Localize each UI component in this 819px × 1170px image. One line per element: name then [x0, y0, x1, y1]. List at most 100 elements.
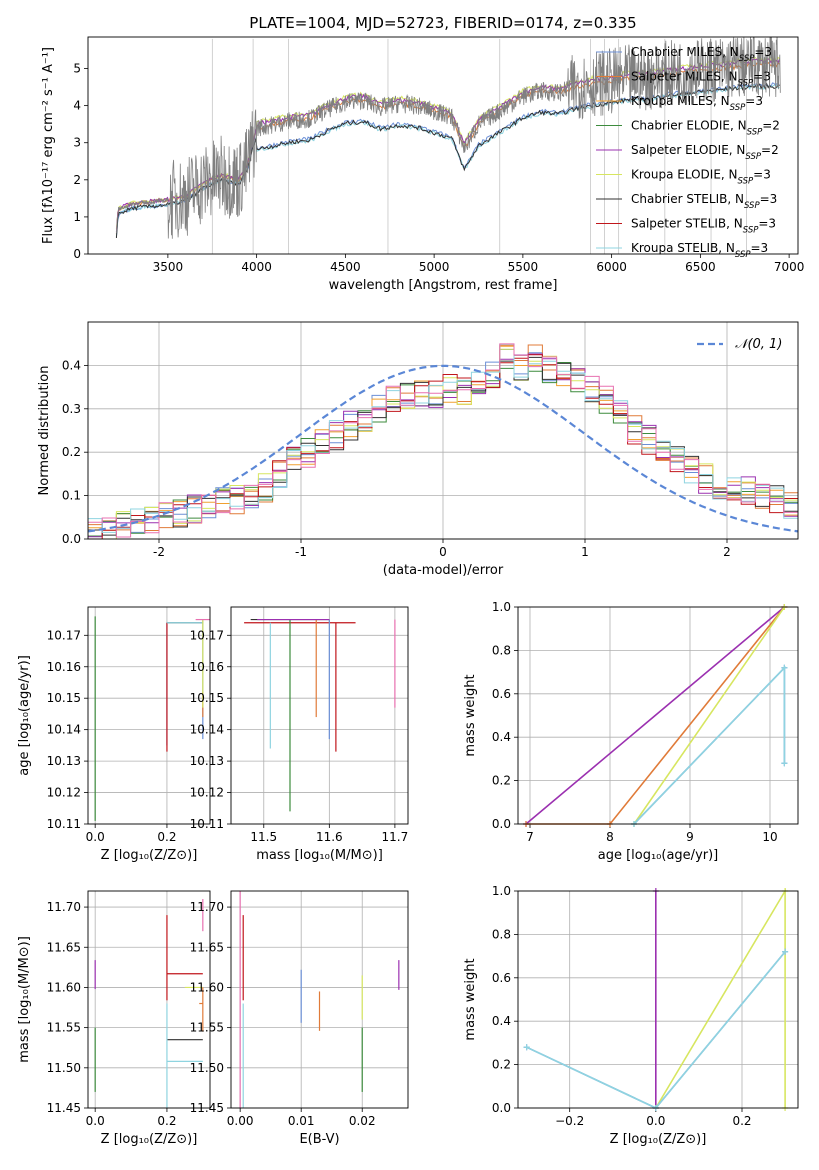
y-tick-label: 11.70: [47, 900, 81, 914]
y-tick-label: 0.4: [492, 1014, 511, 1028]
x-tick-label: 0.00: [227, 1114, 254, 1128]
legend-label-main: Kroupa MILES, N: [631, 94, 730, 108]
y-axis-label: Flux [fλ10⁻¹⁷ erg cm⁻² s⁻¹ A⁻¹]: [41, 47, 56, 244]
x-tick-label: 11.6: [316, 830, 343, 844]
x-tick-label: 4000: [241, 260, 272, 274]
y-tick-label: 10.17: [190, 628, 224, 642]
x-tick-label: 10: [762, 830, 777, 844]
legend-label-main: Kroupa STELIB, N: [631, 241, 735, 255]
legend-label-sub: SSP: [739, 54, 755, 64]
legend-label-suffix: =3: [753, 168, 771, 182]
legend-label: Kroupa MILES, NSSP=3: [631, 94, 763, 113]
y-tick-label: 0.8: [492, 643, 511, 657]
y-tick-label: 0.6: [492, 687, 511, 701]
axes-frame: [87, 36, 799, 255]
mass-weight-marker: [781, 664, 788, 671]
y-tick-label: 0.2: [492, 1058, 511, 1072]
legend-label-suffix: =2: [761, 143, 779, 157]
x-tick-label: 0.01: [288, 1114, 315, 1128]
x-tick-label: 6000: [596, 260, 627, 274]
legend-label-sub: SSP: [744, 201, 760, 211]
x-tick-label: 7000: [774, 260, 805, 274]
mass-weight-vs-age-panel: 7 8 9 10 0.0 0.2 0.4 0.6 0.8 1.0 age [log₁₀(age/yr…: [463, 600, 799, 863]
legend-label: Salpeter ELODIE, NSSP=2: [631, 143, 779, 162]
spectrum-lines: [115, 37, 781, 254]
mass-weight-vs-z-panel: −0.2 0.0 0.2 0.0 0.2 0.4 0.6 0.8 1.0 Z [log₁₀(Z/Z…: [463, 884, 799, 1147]
x-tick-label: 5000: [419, 260, 450, 274]
legend-label-suffix: =3: [745, 94, 763, 108]
histograms: [88, 343, 798, 539]
legend-label-sub: SSP: [730, 103, 746, 113]
legend-label: Chabrier ELODIE, NSSP=2: [631, 119, 780, 138]
y-tick-label: 10.11: [47, 817, 81, 831]
y-tick-label: 10.14: [47, 723, 81, 737]
y-tick-label: 10.15: [190, 691, 224, 705]
legend-label-sub: SSP: [745, 152, 761, 162]
x-tick-label: 0.0: [86, 1114, 105, 1128]
y-tick-label: 3: [73, 136, 81, 150]
x-tick-label: -2: [153, 545, 165, 559]
y-tick-label: 11.50: [47, 1061, 81, 1075]
x-tick-label: 0.2: [157, 1114, 176, 1128]
legend-label-main: Salpeter MILES, N: [631, 70, 738, 84]
data-spectrum-line: [116, 37, 781, 239]
legend-label-suffix: =3: [753, 70, 771, 84]
y-tick-label: 11.60: [190, 980, 224, 994]
mass-weight-line: [633, 606, 786, 825]
y-tick-label: 11.50: [190, 1061, 224, 1075]
y-tick-label: 0.1: [62, 489, 81, 503]
y-tick-label: 10.14: [190, 723, 224, 737]
legend-label-suffix: =3: [758, 217, 776, 231]
y-tick-label: 4: [73, 99, 81, 113]
x-tick-label: 3500: [153, 260, 184, 274]
mass-weight-marker: [523, 1044, 530, 1051]
normal-curve: [88, 364, 798, 533]
y-tick-label: 11.55: [190, 1021, 224, 1035]
x-tick-label: 4500: [330, 260, 361, 274]
y-tick-label: 11.45: [190, 1101, 224, 1115]
legend-label-suffix: =3: [751, 241, 769, 255]
legend-label-sub: SSP: [743, 226, 759, 236]
y-tick-label: 2: [73, 173, 81, 187]
spectrum-panel: 3500 4000 4500 5000 5500 6000 6500 7000 0 1 2 3 4 5 wa…: [41, 36, 805, 293]
legend-label: Kroupa ELODIE, NSSP=3: [631, 168, 771, 187]
x-tick-label: 11.5: [250, 830, 277, 844]
age-vs-mass-panel: 11.5 11.6 11.7 10.11 10.12 10.13 10.14 10.15 10.…: [190, 606, 409, 863]
y-tick-label: 0.4: [492, 730, 511, 744]
y-tick-label: 0.0: [62, 532, 81, 546]
x-tick-label: 7: [526, 830, 534, 844]
axes-frame: [87, 321, 799, 540]
y-tick-label: 11.60: [47, 980, 81, 994]
x-tick-label: -1: [295, 545, 307, 559]
legend-label-main: Salpeter STELIB, N: [631, 217, 743, 231]
x-tick-label: 0.0: [86, 830, 105, 844]
mass-vs-z-panel: 0.0 0.2 11.45 11.50 11.55 11.60 11.65 11.70 Z [l…: [17, 890, 211, 1147]
y-axis-label: Normed distribution: [37, 366, 52, 496]
legend-label-suffix: =3: [754, 45, 772, 59]
x-tick-label: 5500: [508, 260, 539, 274]
x-axis-label: E(B-V): [299, 1132, 339, 1147]
y-tick-label: 10.15: [47, 691, 81, 705]
legend-label-main: Salpeter ELODIE, N: [631, 143, 745, 157]
legend-label: Kroupa STELIB, NSSP=3: [631, 241, 768, 260]
x-axis-label: Z [log₁₀(Z/Z⊙)]: [101, 1132, 198, 1147]
y-tick-label: 11.70: [190, 900, 224, 914]
y-tick-label: 0.3: [62, 402, 81, 416]
legend-label-main: Chabrier ELODIE, N: [631, 119, 747, 133]
legend-label-suffix: =3: [760, 192, 778, 206]
mass-weight-line: [525, 606, 785, 825]
y-axis-label: mass weight: [463, 674, 478, 756]
legend-label-main: Kroupa ELODIE, N: [631, 168, 738, 182]
y-tick-label: 5: [73, 62, 81, 76]
y-tick-label: 11.55: [47, 1021, 81, 1035]
legend-label-sub: SSP: [747, 128, 763, 138]
y-tick-label: 1: [73, 210, 81, 224]
y-tick-label: 0.6: [492, 971, 511, 985]
y-tick-label: 0.2: [492, 774, 511, 788]
y-tick-label: 10.16: [47, 660, 81, 674]
axes-frame: [87, 606, 211, 825]
mass-vs-ebv-panel: 0.00 0.01 0.02 11.45 11.50 11.55 11.60 11.65 11.…: [190, 890, 409, 1147]
axes-frame: [230, 890, 409, 1109]
y-tick-label: 10.16: [190, 660, 224, 674]
